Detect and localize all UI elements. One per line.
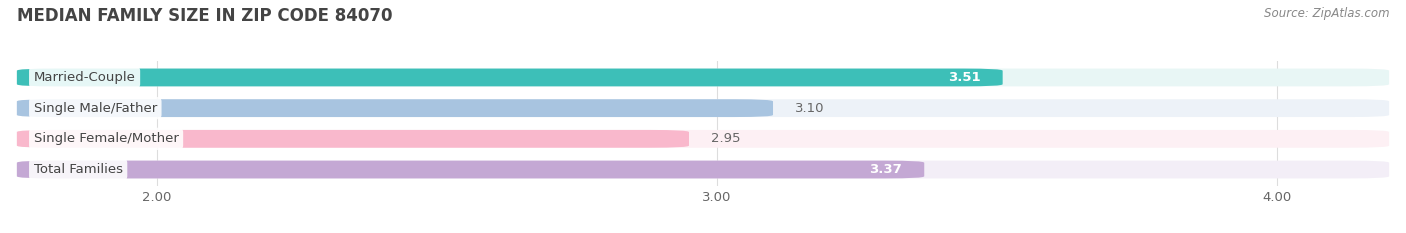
Text: Married-Couple: Married-Couple [34,71,135,84]
FancyBboxPatch shape [17,130,689,148]
FancyBboxPatch shape [17,99,773,117]
Text: 3.51: 3.51 [948,71,980,84]
FancyBboxPatch shape [17,130,1389,148]
FancyBboxPatch shape [17,161,1389,178]
Text: MEDIAN FAMILY SIZE IN ZIP CODE 84070: MEDIAN FAMILY SIZE IN ZIP CODE 84070 [17,7,392,25]
Text: Single Male/Father: Single Male/Father [34,102,157,115]
Text: 2.95: 2.95 [711,132,741,145]
Text: 3.37: 3.37 [869,163,901,176]
Text: Single Female/Mother: Single Female/Mother [34,132,179,145]
Text: 3.10: 3.10 [796,102,825,115]
FancyBboxPatch shape [17,99,1389,117]
Text: Source: ZipAtlas.com: Source: ZipAtlas.com [1264,7,1389,20]
FancyBboxPatch shape [17,69,1389,86]
FancyBboxPatch shape [17,69,1002,86]
Text: Total Families: Total Families [34,163,122,176]
FancyBboxPatch shape [17,161,924,178]
